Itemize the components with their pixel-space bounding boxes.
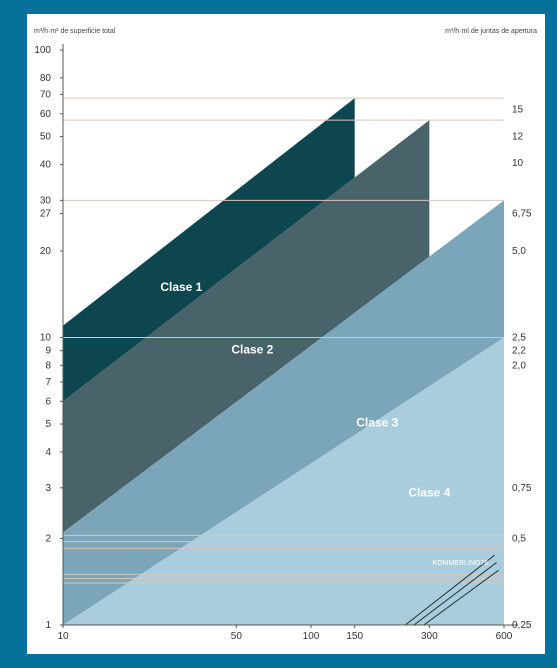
kommerling-line [423,569,499,626]
right-tick-label: 12 [512,132,524,143]
left-tick-label: 20 [40,246,52,257]
right-tick-label: 5,0 [512,246,526,257]
left-tick-label: 7 [45,377,51,388]
left-tick-label: 3 [45,483,51,494]
band-clase-2 [63,120,430,533]
x-tick-label: 300 [421,631,438,642]
right-tick-label: 2,0 [512,360,526,371]
left-tick-label: 30 [40,195,52,206]
right-axis-title: m³/h·ml de juntas de apertura [445,28,537,35]
right-tick-label: 15 [512,105,524,116]
right-tick-label: 10 [512,158,524,169]
left-tick-label: 70 [40,90,52,101]
right-tick-label: 0,75 [512,483,532,494]
left-tick-label: 100 [34,45,51,56]
left-tick-label: 27 [40,208,52,219]
air-permeability-chart: 100 80 70 60 50 40 30 27 20 10 9 8 7 6 5 4 3 2 1 15 12 10 6,75… [34,28,537,642]
band-label-clase-3: Clase 3 [356,416,398,430]
band-clase-1 [63,98,355,402]
kommerling-line [404,554,495,626]
x-tick-label: 10 [57,631,69,642]
right-tick-label: 2,2 [512,346,526,357]
left-tick-label: 4 [45,447,51,458]
band-label-clase-4: Clase 4 [408,485,450,499]
left-tick-label: 50 [40,132,52,143]
x-tick-label: 50 [231,631,243,642]
kommerling-line [413,562,497,626]
chart-panel: 100 80 70 60 50 40 30 27 20 10 9 8 7 6 5 4 3 2 1 15 12 10 6,75… [27,14,545,654]
left-axis-title: m³/h·m² de superficie total [34,28,116,35]
kommerling-annotation: KÖMMERLING76 [433,559,489,567]
band-clase-3 [63,200,504,625]
left-tick-label: 60 [40,109,52,120]
left-tick-label: 5 [45,419,51,430]
left-tick-label: 80 [40,73,52,84]
band-label-clase-1: Clase 1 [160,280,202,294]
left-tick-label: 10 [40,333,52,344]
left-tick-label: 8 [45,360,51,371]
right-tick-label: 2,5 [512,333,526,344]
left-tick-label: 6 [45,396,51,407]
right-tick-label: 0,25 [512,620,532,631]
x-tick-label: 600 [496,631,513,642]
x-tick-label: 150 [346,631,363,642]
left-tick-label: 40 [40,159,52,170]
left-tick-label: 2 [45,533,51,544]
left-tick-label: 9 [45,346,51,357]
band-label-clase-2: Clase 2 [231,342,273,356]
right-tick-label: 0,5 [512,533,526,544]
left-tick-label: 1 [45,620,51,631]
x-tick-label: 100 [303,631,320,642]
right-tick-label: 6,75 [512,208,532,219]
